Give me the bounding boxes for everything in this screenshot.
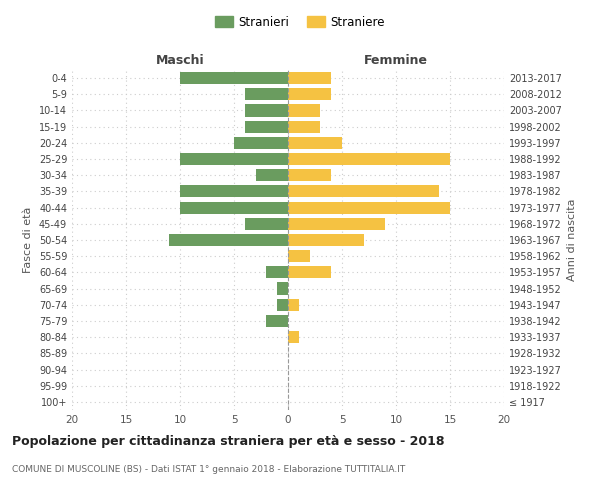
Bar: [245, 104, 288, 117]
Text: COMUNE DI MUSCOLINE (BS) - Dati ISTAT 1° gennaio 2018 - Elaborazione TUTTITALIA.: COMUNE DI MUSCOLINE (BS) - Dati ISTAT 1°…: [12, 465, 405, 474]
Bar: [288, 298, 299, 311]
Bar: [245, 120, 288, 132]
Bar: [288, 266, 331, 278]
Bar: [266, 266, 288, 278]
Bar: [288, 218, 385, 230]
Bar: [288, 104, 320, 117]
Bar: [245, 88, 288, 101]
Bar: [266, 315, 288, 327]
Bar: [256, 169, 288, 181]
Y-axis label: Fasce di età: Fasce di età: [23, 207, 33, 273]
Y-axis label: Anni di nascita: Anni di nascita: [567, 198, 577, 281]
Bar: [288, 331, 299, 343]
Bar: [169, 234, 288, 246]
Bar: [288, 234, 364, 246]
Bar: [288, 250, 310, 262]
Bar: [277, 298, 288, 311]
Bar: [277, 282, 288, 294]
Bar: [180, 202, 288, 213]
Text: Femmine: Femmine: [364, 54, 428, 67]
Bar: [288, 88, 331, 101]
Bar: [180, 186, 288, 198]
Text: Maschi: Maschi: [155, 54, 205, 67]
Bar: [288, 186, 439, 198]
Bar: [234, 137, 288, 149]
Text: Popolazione per cittadinanza straniera per età e sesso - 2018: Popolazione per cittadinanza straniera p…: [12, 435, 445, 448]
Bar: [180, 72, 288, 84]
Bar: [288, 202, 450, 213]
Bar: [288, 72, 331, 84]
Bar: [288, 153, 450, 165]
Bar: [180, 153, 288, 165]
Bar: [288, 137, 342, 149]
Bar: [288, 120, 320, 132]
Bar: [245, 218, 288, 230]
Legend: Stranieri, Straniere: Stranieri, Straniere: [210, 11, 390, 34]
Bar: [288, 169, 331, 181]
